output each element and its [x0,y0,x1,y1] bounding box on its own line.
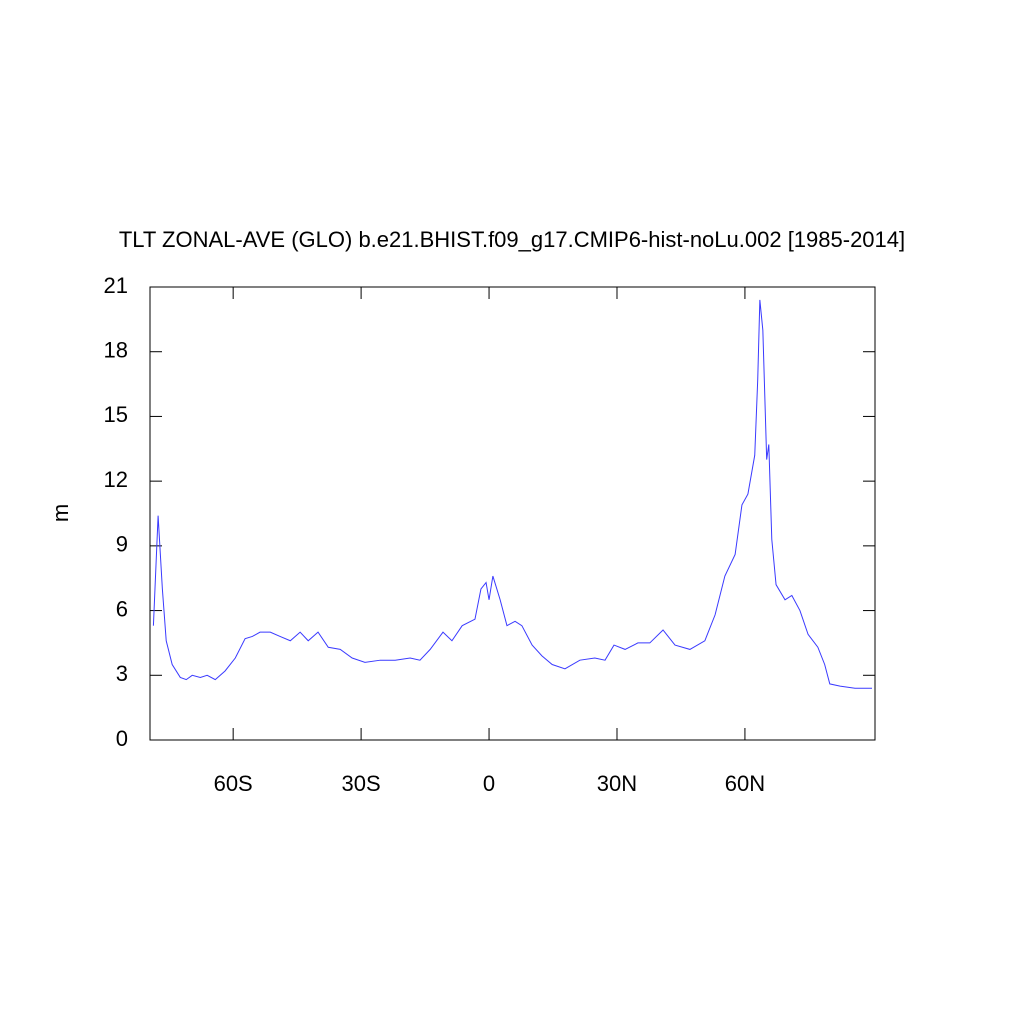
x-tick-label: 60S [214,771,253,796]
y-tick-label: 3 [116,661,128,686]
x-tick-label: 30N [597,771,637,796]
y-tick-label: 21 [104,273,128,298]
plot-frame [149,286,876,741]
y-tick-label: 6 [116,596,128,621]
x-tick-label: 60N [725,771,765,796]
y-axis-label: m [48,504,73,522]
x-tick-label: 30S [342,771,381,796]
data-line [152,299,873,689]
y-tick-label: 18 [104,338,128,363]
y-tick-label: 12 [104,467,128,492]
y-tick-label: 9 [116,532,128,557]
y-tick-label: 15 [104,402,128,427]
chart-title: TLT ZONAL-AVE (GLO) b.e21.BHIST.f09_g17.… [119,227,905,252]
x-tick-label: 0 [483,771,495,796]
y-tick-label: 0 [116,726,128,751]
